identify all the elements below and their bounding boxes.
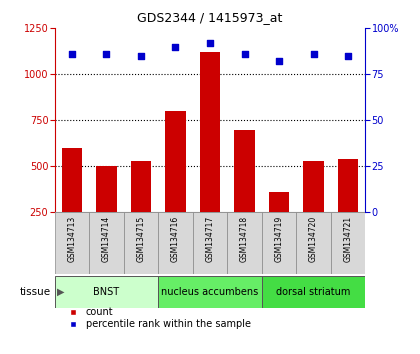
Point — [345, 53, 352, 59]
Bar — [61, 148, 82, 212]
Text: nucleus accumbens: nucleus accumbens — [161, 287, 259, 297]
Text: dorsal striatum: dorsal striatum — [276, 287, 351, 297]
Text: GSM134720: GSM134720 — [309, 216, 318, 262]
Bar — [262, 212, 297, 274]
Text: GSM134719: GSM134719 — [275, 216, 284, 262]
Point — [172, 44, 179, 50]
Point — [207, 40, 213, 46]
Bar — [227, 212, 262, 274]
Bar — [55, 212, 89, 274]
Text: GSM134713: GSM134713 — [67, 216, 76, 262]
Text: BNST: BNST — [93, 287, 119, 297]
Bar — [331, 212, 365, 274]
Legend: count, percentile rank within the sample: count, percentile rank within the sample — [60, 303, 255, 333]
Text: GSM134714: GSM134714 — [102, 216, 111, 262]
Text: GSM134718: GSM134718 — [240, 216, 249, 262]
Point — [310, 51, 317, 57]
Bar — [297, 212, 331, 274]
Point — [103, 51, 110, 57]
Bar — [269, 192, 289, 212]
Bar — [158, 276, 262, 308]
Bar — [158, 212, 193, 274]
Bar — [123, 212, 158, 274]
Point — [138, 53, 144, 59]
Bar — [165, 111, 186, 212]
Text: GSM134721: GSM134721 — [344, 216, 353, 262]
Point — [68, 51, 75, 57]
Bar — [303, 161, 324, 212]
Point — [276, 59, 282, 64]
Bar — [96, 166, 117, 212]
Bar — [55, 276, 158, 308]
Text: ▶: ▶ — [57, 287, 64, 297]
Text: GSM134715: GSM134715 — [136, 216, 145, 262]
Bar — [89, 212, 123, 274]
Text: GSM134717: GSM134717 — [205, 216, 215, 262]
Bar — [338, 159, 359, 212]
Text: GSM134716: GSM134716 — [171, 216, 180, 262]
Text: tissue: tissue — [19, 287, 50, 297]
Bar — [262, 276, 365, 308]
Bar — [200, 52, 221, 212]
Bar — [193, 212, 227, 274]
Point — [241, 51, 248, 57]
Bar — [234, 130, 255, 212]
Bar — [131, 161, 151, 212]
Text: GDS2344 / 1415973_at: GDS2344 / 1415973_at — [137, 11, 283, 24]
